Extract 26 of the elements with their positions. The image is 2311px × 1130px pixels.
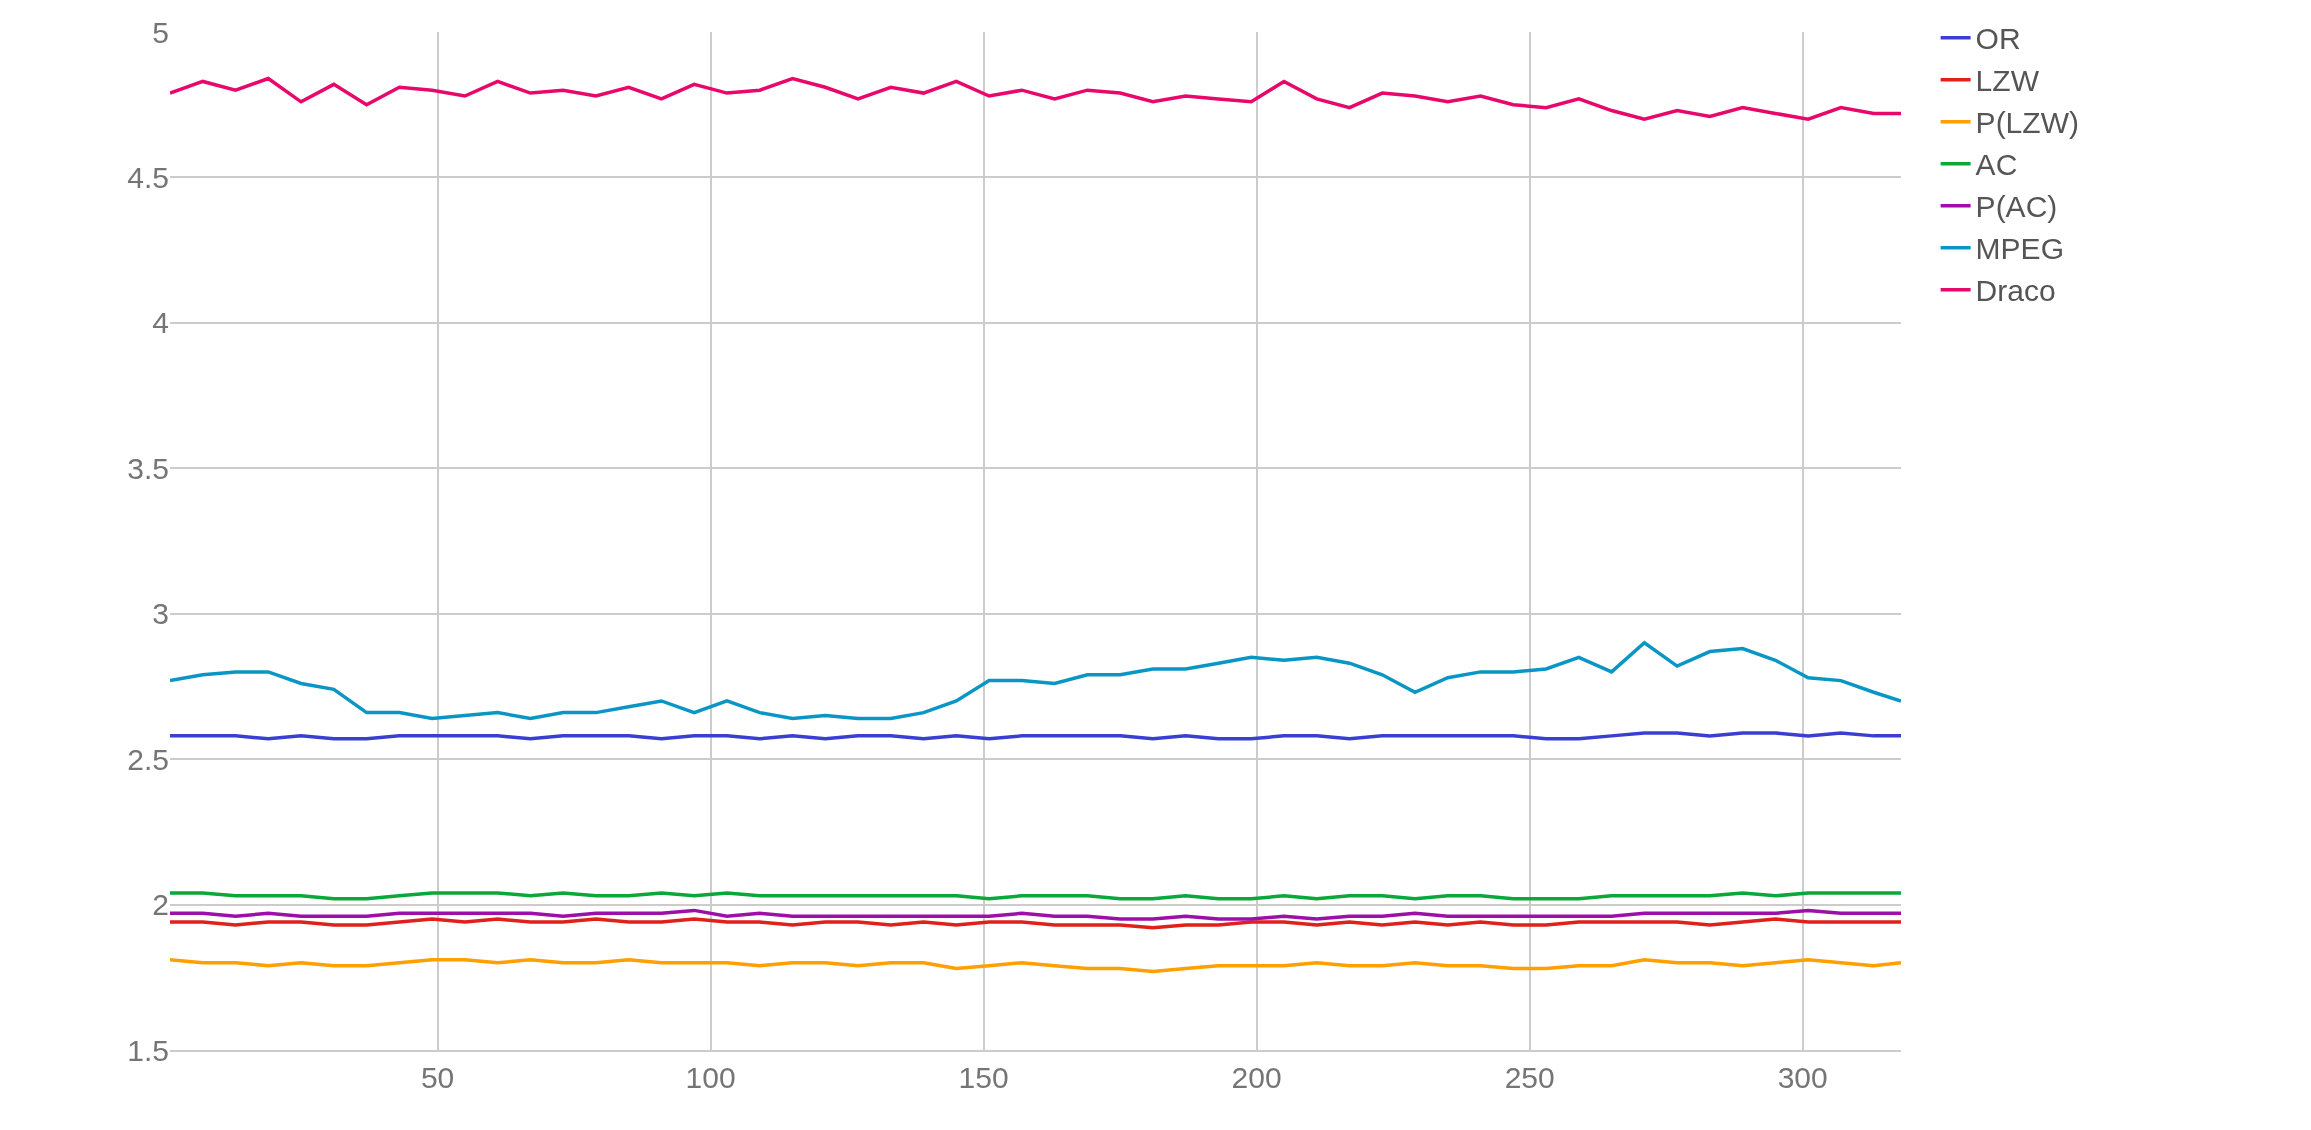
legend-label: LZW bbox=[1975, 64, 2040, 98]
legend-label: P(AC) bbox=[1975, 190, 2058, 224]
x-tick-label: 250 bbox=[1504, 1061, 1555, 1094]
x-tick-label: 300 bbox=[1777, 1061, 1828, 1094]
y-tick-label: 5 bbox=[152, 15, 169, 49]
y-tick-label: 4.5 bbox=[127, 160, 169, 194]
legend-label: OR bbox=[1975, 22, 2021, 56]
legend-label: MPEG bbox=[1975, 232, 2064, 266]
y-tick-label: 2.5 bbox=[127, 742, 169, 776]
legend-label: AC bbox=[1975, 148, 2018, 182]
legend-label: P(LZW) bbox=[1975, 106, 2079, 140]
line-series bbox=[170, 908, 1901, 921]
line-series bbox=[170, 917, 1901, 930]
line-series bbox=[170, 641, 1901, 721]
y-tick-label: 3.5 bbox=[127, 451, 169, 485]
x-tick-label: 100 bbox=[685, 1061, 736, 1094]
y-tick-label: 2 bbox=[152, 888, 169, 922]
line-series bbox=[170, 958, 1901, 974]
y-tick-label: 1.5 bbox=[127, 1033, 169, 1067]
x-tick-label: 150 bbox=[958, 1061, 1009, 1094]
y-tick-label: 3 bbox=[152, 597, 169, 631]
x-tick-label: 200 bbox=[1231, 1061, 1282, 1094]
y-tick-label: 4 bbox=[152, 306, 169, 340]
legend-label: Draco bbox=[1975, 274, 2056, 308]
x-tick-label: 50 bbox=[420, 1061, 455, 1094]
line-series bbox=[170, 76, 1901, 122]
